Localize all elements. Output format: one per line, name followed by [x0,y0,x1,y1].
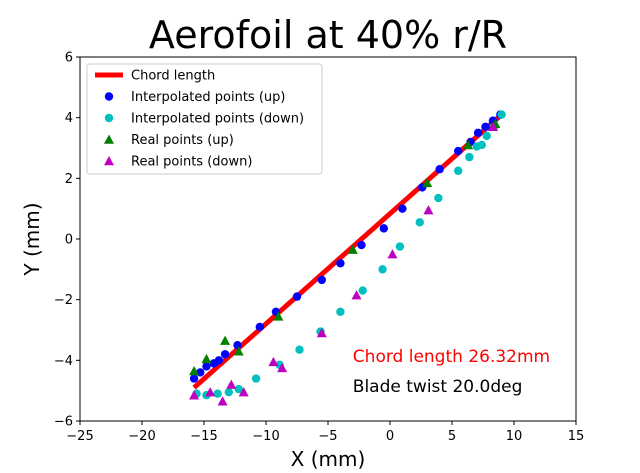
data-point [224,387,233,397]
data-point [415,218,424,227]
x-tick-label: −25 [66,429,93,444]
data-point [316,328,327,338]
chart-title: Aerofoil at 40% r/R [149,13,507,57]
data-point [226,379,237,389]
x-tick-label: −5 [318,429,337,444]
x-tick-label: 15 [568,429,585,444]
x-axis-label: X (mm) [291,447,366,471]
data-point [202,362,211,371]
y-axis-label: Y (mm) [20,202,44,276]
legend: Chord length Interpolated points (up) Inte… [86,63,323,175]
data-point [213,389,222,398]
data-point [233,346,244,356]
legend-swatch [104,156,114,166]
data-point [238,387,249,397]
series-1 [192,110,506,400]
data-point [268,356,279,367]
legend-swatch [104,92,114,101]
data-point [336,307,345,316]
data-point [277,362,288,373]
plot-area [189,110,506,406]
data-point [465,152,474,162]
data-point [295,345,304,354]
data-point [395,242,405,251]
annotations: Chord length 26.32mm Blade twist 20.0deg [353,347,550,397]
data-point [234,384,243,394]
data-point [317,275,326,285]
legend-label: Real points (down) [131,155,252,170]
data-point [435,165,444,174]
x-tick-label: 5 [448,429,456,444]
data-point [434,193,443,203]
y-axis: −6 −4 −2 0 2 4 6 [54,51,80,430]
y-tick-label: −4 [54,354,73,369]
x-tick-label: −15 [190,429,217,444]
y-tick-label: −2 [54,293,73,308]
x-axis: −25 −20 −15 −10 −5 0 5 10 15 [66,421,584,444]
x-tick-label: 10 [506,429,523,444]
y-tick-label: 4 [65,111,73,126]
data-point [214,356,224,365]
data-point [477,140,486,150]
data-point [358,286,367,295]
legend-swatch [104,113,114,123]
chord-line [192,112,504,390]
data-point [357,240,366,250]
data-point [205,387,216,397]
data-point [189,374,199,383]
y-tick-label: −6 [54,415,73,430]
y-tick-label: 0 [65,233,73,248]
data-point [487,121,498,132]
annotation-text: Chord length 26.32mm [353,347,550,367]
x-tick-label: 0 [386,429,394,444]
data-point [398,204,407,213]
x-tick-label: −20 [128,429,155,444]
data-point [387,249,398,259]
data-point [233,340,242,350]
data-point [292,292,302,301]
data-point [189,365,200,376]
data-point [189,390,200,400]
data-point [482,131,491,141]
data-point [422,177,433,188]
data-point [336,259,345,268]
data-point [251,374,261,383]
data-point [220,350,230,359]
data-point [351,290,362,300]
annotation-text: Blade twist 20.0deg [353,377,523,397]
data-point [220,335,231,345]
data-point [481,122,490,131]
data-point [217,396,228,406]
legend-label: Interpolated points (down) [131,112,304,127]
data-point [201,353,212,364]
data-point [473,128,483,138]
x-tick-label: −10 [252,429,279,444]
data-point [423,205,434,215]
data-point [273,311,284,321]
series-3 [189,121,498,406]
data-point [463,139,474,150]
legend-label: Interpolated points (up) [131,90,285,105]
legend-swatch [104,134,114,144]
data-point [378,265,387,274]
y-tick-label: 2 [65,172,73,187]
y-tick-label: 6 [65,51,73,66]
legend-label: Real points (up) [131,133,234,148]
data-point [454,166,463,175]
series-2 [189,118,501,376]
data-point [255,322,264,332]
data-point [497,110,506,119]
data-point [347,244,358,254]
data-point [454,146,463,156]
legend-box [86,63,323,175]
legend-label: Chord length [131,69,215,84]
data-point [379,224,388,233]
